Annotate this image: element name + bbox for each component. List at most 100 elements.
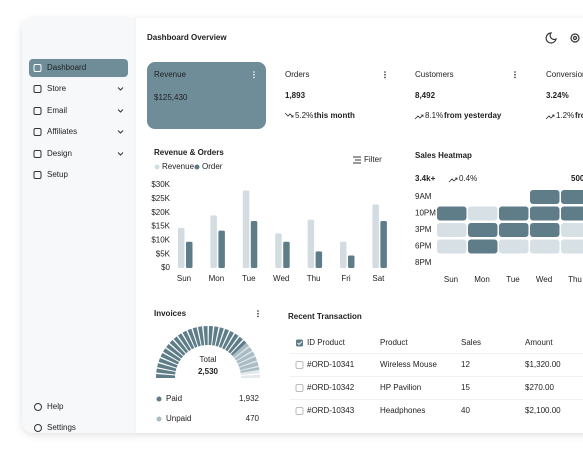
nav-item: Store (47, 84, 67, 93)
nav-icon (33, 171, 42, 179)
row-label: 10PM (415, 209, 436, 218)
theme-toggle[interactable] (545, 32, 557, 44)
row-label: 3PM (415, 225, 432, 234)
heatmap-cell (530, 190, 560, 204)
bar (186, 241, 193, 268)
menu-dot (257, 310, 259, 312)
nav-active[interactable] (29, 59, 128, 77)
table-cell: #ORD-10341 (307, 360, 355, 369)
heatmap-change: 0.4% (459, 174, 477, 183)
kpi-note: this month (314, 111, 355, 120)
heatmap-cell (499, 239, 529, 254)
kpi-card-active[interactable] (147, 62, 266, 129)
nav-icon (33, 150, 42, 158)
bar (372, 204, 379, 268)
kpi-value: 8,492 (415, 91, 436, 100)
heatmap-cell (437, 239, 467, 254)
table-cell: Headphones (380, 406, 425, 415)
sidebar (22, 18, 135, 433)
heatmap-cell (530, 239, 560, 254)
checkbox[interactable] (295, 384, 304, 392)
heatmap-cell (499, 223, 529, 237)
heatmap-cell (561, 239, 583, 254)
nav-item: Setup (47, 170, 68, 179)
heatmap-cell (468, 190, 498, 204)
settings-icon[interactable] (570, 33, 580, 43)
menu-dot (514, 73, 516, 76)
heatmap-cell (499, 206, 529, 221)
bar (315, 251, 323, 268)
table-cell: HP Pavilion (380, 383, 421, 392)
card-title: Recent Transaction (288, 312, 362, 321)
table-cell: #ORD-10343 (307, 406, 355, 415)
chart-title: Revenue & Orders (154, 148, 224, 157)
table-cell: 40 (461, 406, 470, 415)
col-label: Mon (474, 275, 490, 284)
kpi-label: Customers (415, 70, 454, 79)
menu-dot (257, 312, 259, 315)
row-label: 9AM (415, 192, 432, 201)
row-label: 8PM (415, 258, 432, 267)
menu-dot (514, 76, 516, 79)
heatmap-cell (561, 256, 583, 270)
col-label: Tue (506, 275, 520, 284)
chevron (117, 109, 124, 113)
heatmap-cell (530, 223, 560, 237)
heatmap-cell (468, 223, 498, 237)
y-tick-label: $20K (151, 208, 170, 217)
heatmap-cell (437, 223, 467, 237)
chevron (117, 152, 124, 156)
checkbox[interactable] (295, 361, 304, 369)
trend-icon (284, 112, 294, 118)
filter-button: Filter (364, 155, 382, 164)
table-cell: Wireless Mouse (380, 360, 437, 369)
kpi-value: $125,430 (154, 93, 188, 102)
bar (178, 227, 185, 268)
heatmap-cell (561, 223, 583, 237)
legend-dot (156, 416, 162, 422)
check (297, 341, 303, 346)
gauge-value: 2,530 (198, 367, 219, 376)
table-cell: #ORD-10342 (307, 383, 355, 392)
x-tick-label: Mon (209, 274, 225, 283)
checkbox[interactable] (296, 339, 303, 347)
menu-dot (384, 71, 386, 73)
nav-icon (34, 403, 42, 411)
legend-label: Revenue (162, 162, 195, 171)
row-label: 6PM (415, 242, 432, 251)
x-tick-label: Tue (242, 274, 256, 283)
heatmap-cell (437, 206, 467, 221)
x-tick-label: Sat (372, 274, 385, 283)
table-cell: 15 (461, 383, 470, 392)
x-tick-label: Sun (177, 274, 191, 283)
col-label: Sun (444, 275, 458, 284)
chart-title: Sales Heatmap (415, 151, 472, 160)
heatmap-cell (468, 206, 498, 221)
nav-icon (33, 107, 42, 115)
chevron (117, 87, 124, 91)
x-tick-label: Fri (341, 274, 351, 283)
menu-dot (253, 76, 255, 79)
kpi-change: 8.1% (425, 111, 443, 120)
heatmap-cell (437, 190, 467, 204)
bar (348, 255, 355, 268)
kpi-label: Conversion (546, 70, 583, 79)
x-tick-label: Thu (307, 274, 321, 283)
bar (307, 219, 315, 268)
menu-dot (384, 76, 386, 79)
nav-item: Settings (47, 423, 76, 432)
kpi-value: 3.24% (546, 91, 569, 100)
heatmap-cell (561, 206, 583, 221)
nav-icon (33, 64, 42, 72)
chevron (117, 130, 124, 134)
heatmap-cell (530, 256, 560, 270)
filter-icon[interactable] (353, 156, 361, 164)
menu-dot (253, 71, 255, 73)
bar (380, 220, 387, 268)
nav-icon (33, 128, 42, 136)
scale-label: 500 (571, 174, 583, 183)
bar (275, 233, 282, 268)
kpi-change: 1.2% (556, 111, 574, 120)
checkbox[interactable] (295, 407, 304, 415)
